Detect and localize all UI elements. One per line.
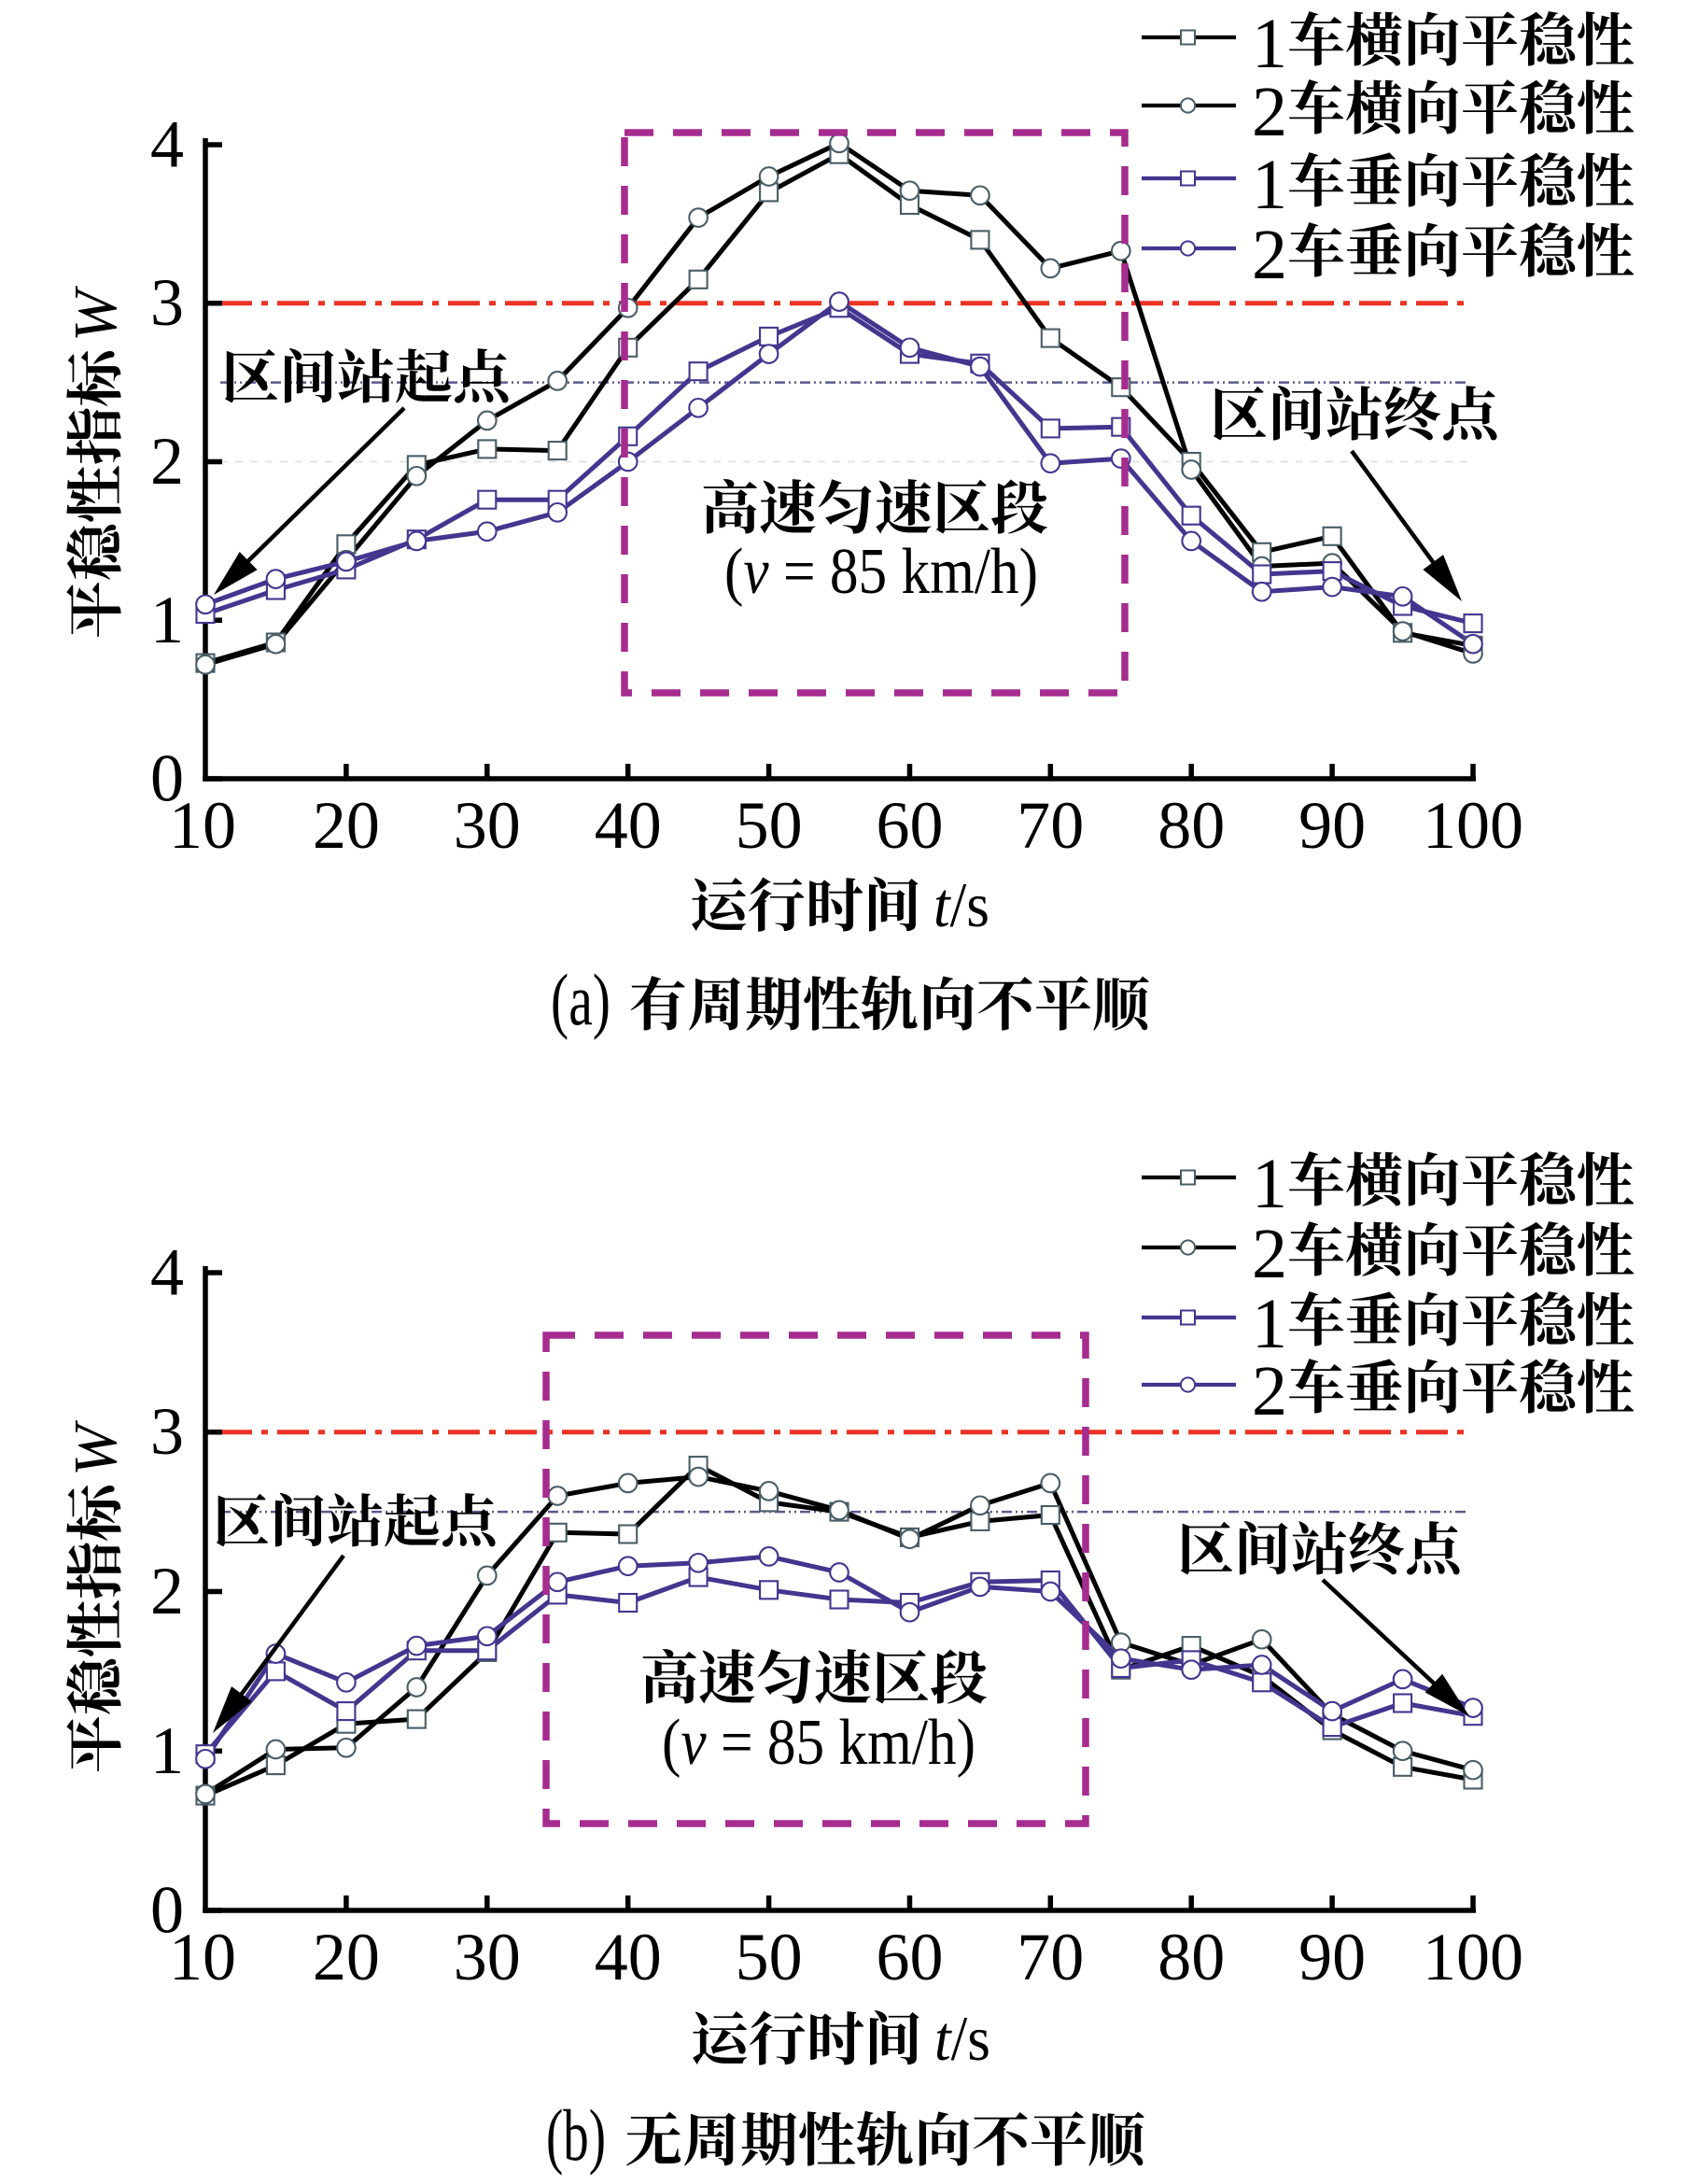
svg-text:10: 10 bbox=[169, 788, 236, 863]
svg-text:4: 4 bbox=[150, 1235, 184, 1310]
svg-text:30: 30 bbox=[454, 788, 521, 863]
svg-text:90: 90 bbox=[1298, 1920, 1366, 1994]
svg-text:1: 1 bbox=[1252, 1145, 1287, 1223]
svg-text:100: 100 bbox=[1423, 1920, 1523, 1994]
svg-text:(v = 85 km/h): (v = 85 km/h) bbox=[724, 536, 1038, 608]
svg-text:3: 3 bbox=[150, 265, 184, 340]
svg-text:(a): (a) bbox=[551, 959, 610, 1040]
svg-text:40: 40 bbox=[595, 788, 662, 863]
svg-text:2: 2 bbox=[1252, 73, 1287, 151]
svg-text:2: 2 bbox=[150, 424, 184, 499]
svg-text:1: 1 bbox=[1252, 5, 1287, 83]
svg-text:t/s: t/s bbox=[933, 869, 989, 940]
svg-text:2: 2 bbox=[1252, 1215, 1287, 1293]
svg-text:60: 60 bbox=[877, 788, 944, 863]
svg-text:3: 3 bbox=[150, 1394, 184, 1469]
svg-text:50: 50 bbox=[736, 1920, 803, 1994]
svg-text:40: 40 bbox=[595, 1920, 662, 1994]
svg-text:20: 20 bbox=[313, 788, 380, 863]
svg-text:1: 1 bbox=[1252, 146, 1287, 224]
svg-text:t/s: t/s bbox=[934, 2003, 990, 2074]
svg-text:0: 0 bbox=[150, 741, 184, 816]
svg-text:1: 1 bbox=[1252, 1285, 1287, 1363]
svg-text:70: 70 bbox=[1017, 1920, 1084, 1994]
svg-text:(b): (b) bbox=[546, 2094, 606, 2176]
svg-text:W: W bbox=[62, 1420, 130, 1476]
svg-text:30: 30 bbox=[454, 1920, 521, 1994]
svg-text:(v = 85 km/h): (v = 85 km/h) bbox=[662, 1707, 975, 1779]
svg-text:2: 2 bbox=[1252, 1352, 1287, 1430]
svg-text:100: 100 bbox=[1423, 788, 1523, 863]
svg-text:4: 4 bbox=[150, 107, 184, 182]
svg-text:50: 50 bbox=[736, 788, 803, 863]
svg-text:1: 1 bbox=[150, 583, 184, 657]
svg-text:2: 2 bbox=[150, 1554, 184, 1628]
svg-text:1: 1 bbox=[150, 1713, 184, 1788]
svg-text:70: 70 bbox=[1017, 788, 1084, 863]
svg-text:80: 80 bbox=[1158, 788, 1225, 863]
svg-text:2: 2 bbox=[1252, 216, 1287, 294]
svg-text:10: 10 bbox=[169, 1920, 236, 1994]
svg-text:20: 20 bbox=[313, 1920, 380, 1994]
svg-text:60: 60 bbox=[877, 1920, 944, 1994]
svg-text:90: 90 bbox=[1298, 788, 1366, 863]
svg-text:80: 80 bbox=[1158, 1920, 1225, 1994]
svg-text:0: 0 bbox=[150, 1873, 184, 1948]
svg-text:W: W bbox=[62, 286, 130, 342]
